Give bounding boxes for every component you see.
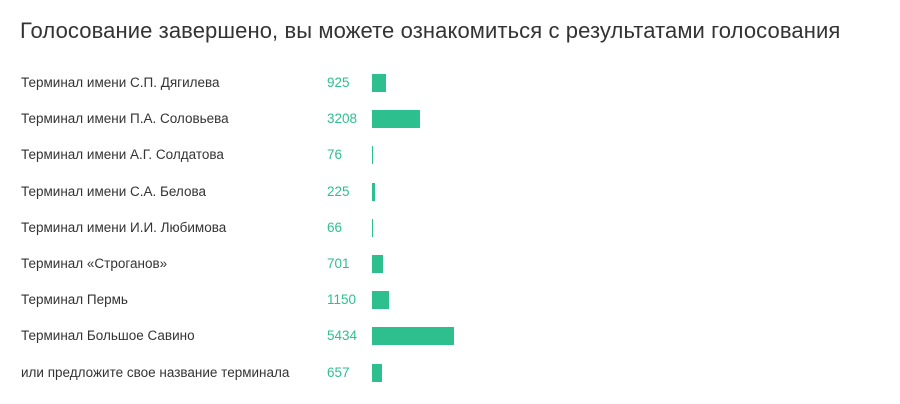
chart-row: Терминал имени А.Г. Солдатова 76 (0, 137, 900, 173)
vote-bar (372, 291, 390, 310)
vote-count: 925 (327, 75, 350, 90)
chart-row: Терминал «Строганов» 701 (0, 246, 900, 282)
chart-row: Терминал имени С.П. Дягилева 925 (0, 65, 900, 101)
chart-row: Терминал имени П.А. Соловьева 3208 (0, 101, 900, 137)
vote-bar (372, 74, 386, 92)
vote-bar (372, 255, 383, 273)
vote-bar (372, 327, 454, 346)
vote-count: 1150 (327, 292, 357, 308)
chart-row: или предложите свое название терминала 65… (0, 355, 900, 391)
vote-count: 66 (327, 219, 343, 235)
chart-row: Терминал Большое Савино 5434 (0, 318, 900, 354)
poll-results-title: Голосование завершено, вы можете ознаком… (20, 18, 841, 43)
chart-row: Терминал Пермь 1150 (0, 282, 900, 318)
vote-count: 701 (327, 256, 350, 271)
vote-count: 76 (327, 147, 343, 163)
category-label: Терминал имени С.А. Белова (21, 183, 206, 199)
category-label: или предложите свое название терминала (21, 364, 290, 380)
vote-count: 3208 (327, 111, 358, 127)
chart-row: Терминал имени С.А. Белова 225 (0, 174, 900, 210)
chart-row: Терминал имени И.И. Любимова 66 (0, 210, 900, 246)
vote-bar (372, 363, 382, 382)
vote-bar (372, 146, 374, 165)
category-label: Терминал имени С.П. Дягилева (21, 75, 220, 90)
category-label: Терминал имени П.А. Соловьева (21, 111, 229, 127)
category-label: Терминал имени И.И. Любимова (21, 219, 227, 235)
vote-bar (372, 182, 376, 201)
category-label: Терминал «Строганов» (21, 256, 168, 271)
category-label: Терминал имени А.Г. Солдатова (21, 147, 224, 163)
category-label: Терминал Пермь (21, 292, 128, 308)
vote-bar (372, 110, 421, 129)
vote-count: 225 (327, 183, 350, 199)
vote-count: 657 (327, 364, 350, 380)
vote-count: 5434 (327, 328, 358, 344)
category-label: Терминал Большое Савино (21, 328, 195, 344)
vote-bar (372, 218, 373, 237)
